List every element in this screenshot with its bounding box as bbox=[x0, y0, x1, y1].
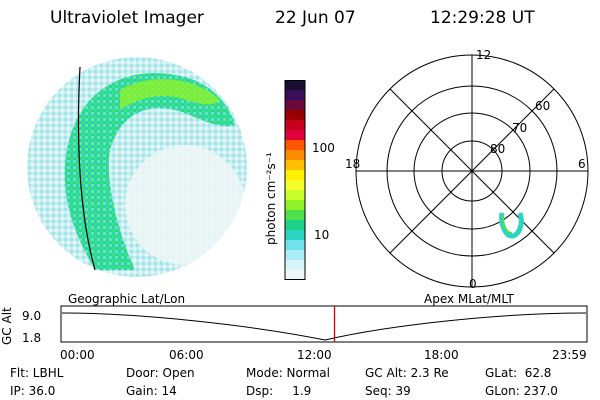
x-tick-1800: 18:00 bbox=[424, 348, 459, 362]
colorbar-segment bbox=[285, 190, 305, 201]
gcalt-info: GC Alt: 2.3 Re bbox=[365, 366, 449, 380]
filter-info: Flt: LBHL bbox=[10, 366, 64, 380]
app-title: Ultraviolet Imager bbox=[50, 8, 204, 28]
glon-info: GLon: 237.0 bbox=[485, 384, 558, 398]
mode-info: Mode: Normal bbox=[246, 366, 330, 380]
time-label: 12:29:28 UT bbox=[430, 8, 535, 28]
timeline-ytick-bottom: 1.8 bbox=[22, 331, 42, 345]
x-tick-2359: 23:59 bbox=[552, 348, 587, 362]
dsp-info: Dsp: 1.9 bbox=[246, 384, 312, 398]
lat-label-60: 60 bbox=[535, 99, 550, 113]
colorbar-segment bbox=[285, 260, 305, 271]
colorbar-tick-10: 10 bbox=[314, 228, 330, 242]
colorbar-tick-100: 100 bbox=[312, 141, 335, 155]
ip-info: IP: 36.0 bbox=[10, 384, 56, 398]
seq-info: Seq: 39 bbox=[365, 384, 411, 398]
x-tick-1200: 12:00 bbox=[297, 348, 332, 362]
colorbar-segment bbox=[285, 120, 305, 131]
colorbar-segment bbox=[285, 80, 305, 91]
colorbar-segment bbox=[285, 210, 305, 221]
mlt-label-12: 12 bbox=[476, 50, 491, 62]
gain-info: Gain: 14 bbox=[126, 384, 177, 398]
lat-label-80: 80 bbox=[490, 142, 505, 156]
colorbar-unit-label: photon cm⁻²s⁻¹ bbox=[264, 152, 278, 245]
colorbar-segment bbox=[285, 90, 305, 101]
door-info: Door: Open bbox=[126, 366, 195, 380]
date-label: 22 Jun 07 bbox=[275, 8, 356, 28]
timeline-right-caption: Apex MLat/MLT bbox=[424, 292, 514, 306]
colorbar-segment bbox=[285, 230, 305, 241]
auroral-image bbox=[27, 57, 247, 277]
colorbar-segment bbox=[285, 140, 305, 151]
colorbar-segment bbox=[285, 100, 305, 111]
colorbar-segment bbox=[285, 270, 305, 280]
colorbar bbox=[284, 80, 306, 280]
colorbar-segment bbox=[285, 240, 305, 251]
mlt-label-6: 6 bbox=[578, 157, 586, 171]
altitude-timeline bbox=[60, 305, 588, 343]
colorbar-segment bbox=[285, 150, 305, 161]
colorbar-segment bbox=[285, 110, 305, 121]
colorbar-segment bbox=[285, 220, 305, 231]
timeline-ytick-top: 9.0 bbox=[22, 309, 42, 323]
mlt-label-0: 0 bbox=[469, 277, 477, 290]
colorbar-segment bbox=[285, 200, 305, 211]
x-tick-0000: 00:00 bbox=[60, 348, 95, 362]
polar-plot: 12 18 6 0 60 70 80 bbox=[345, 50, 589, 290]
colorbar-segment bbox=[285, 130, 305, 141]
colorbar-segment bbox=[285, 180, 305, 191]
timeline-left-caption: Geographic Lat/Lon bbox=[68, 292, 186, 306]
colorbar-segment bbox=[285, 160, 305, 171]
x-tick-0600: 06:00 bbox=[169, 348, 204, 362]
glat-info: GLat: 62.8 bbox=[485, 366, 552, 380]
colorbar-segment bbox=[285, 170, 305, 181]
mlt-label-18: 18 bbox=[345, 157, 360, 171]
lat-label-70: 70 bbox=[512, 121, 527, 135]
colorbar-segment bbox=[285, 250, 305, 261]
timeline-y-label: GC Alt bbox=[0, 307, 14, 345]
